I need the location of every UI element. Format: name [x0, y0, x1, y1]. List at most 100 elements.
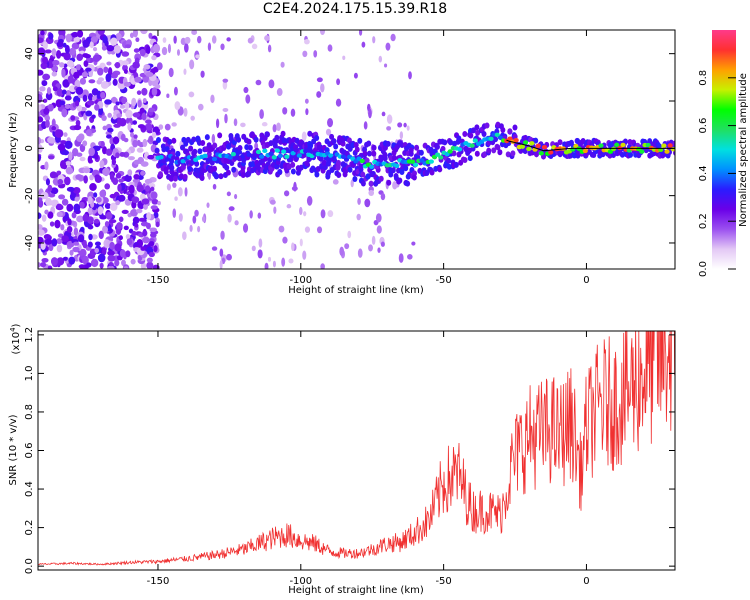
- spectrogram-cell: [38, 69, 44, 76]
- spectrogram-cell: [282, 236, 288, 244]
- spectrogram-cell: [467, 155, 473, 162]
- spectrogram-cell: [140, 30, 148, 35]
- spectrogram-cell: [137, 124, 146, 129]
- spectrogram-cell: [366, 150, 372, 157]
- spectrogram-cell: [408, 147, 414, 154]
- spectrogram-cell: [132, 120, 138, 125]
- spectrogram-cell: [51, 71, 58, 77]
- spectrogram-cell: [89, 174, 94, 181]
- spectrogram-cell: [115, 33, 122, 41]
- spectrogram-cell: [252, 152, 258, 158]
- spectrogram-cell: [465, 150, 471, 157]
- spectrogram-cell: [200, 70, 205, 78]
- spectrogram-cell: [272, 124, 277, 133]
- spectrogram-x-axis-label: Height of straight line (km): [288, 285, 424, 296]
- spectrogram-cell: [121, 259, 126, 267]
- spectrogram-cell: [361, 41, 366, 48]
- spectrogram-cell: [342, 171, 348, 178]
- spectrogram-cell: [108, 261, 114, 267]
- spectrogram-cell: [111, 96, 118, 104]
- spectrogram-cell: [174, 196, 178, 201]
- spectrogram-cell: [99, 159, 105, 169]
- spectrogram-cell: [236, 136, 242, 143]
- spectrogram-cell: [56, 244, 63, 253]
- spectrogram-cell: [88, 147, 95, 157]
- spectrogram-cell: [672, 140, 675, 147]
- spectrogram-cell: [437, 166, 443, 173]
- spectrogram-cell: [251, 245, 256, 252]
- spectrogram-cell: [230, 152, 236, 157]
- spectrogram-cell: [442, 139, 448, 146]
- spectrogram-cell: [61, 68, 66, 78]
- snr-x-tick-label: -100: [289, 576, 312, 587]
- spectrogram-cell: [59, 159, 67, 169]
- spectrogram-cell: [142, 97, 147, 104]
- spectrogram-cell: [378, 155, 384, 162]
- snr-x-ticks: -150 -100 -50 0: [147, 331, 590, 587]
- spectrogram-cell: [184, 43, 189, 53]
- spectrogram-cell: [112, 177, 119, 185]
- spectrogram-cell: [131, 97, 137, 107]
- spectrogram-cell: [274, 148, 280, 153]
- spectrogram-cell: [220, 230, 225, 240]
- spectrogram-cell: [429, 169, 435, 176]
- spectrogram-cell: [365, 173, 371, 180]
- spectrogram-cell: [380, 241, 385, 247]
- spectrogram-cell: [357, 197, 361, 205]
- spectrogram-cell: [320, 263, 325, 269]
- spectrogram-cell: [180, 144, 186, 151]
- spectrogram-cell: [136, 147, 144, 153]
- spectrogram-cell: [316, 91, 322, 98]
- spectrogram-cell: [267, 256, 272, 262]
- spectrogram-cell: [137, 99, 142, 108]
- spectrogram-cell: [40, 241, 46, 250]
- spectrogram-x-tick-label: -150: [147, 275, 170, 286]
- spectrogram-cell: [507, 136, 513, 141]
- spectrogram-cell: [333, 143, 339, 150]
- spectrogram-cell: [272, 142, 278, 149]
- spectrogram-cell: [83, 60, 89, 68]
- spectrogram-cell: [93, 192, 98, 198]
- spectrogram-cell: [316, 77, 323, 83]
- spectrogram-cell: [384, 63, 388, 68]
- spectrogram-cell: [75, 119, 81, 127]
- spectrogram-cell: [211, 156, 218, 162]
- spectrogram-cell: [104, 99, 112, 105]
- spectrogram-cell: [127, 122, 132, 131]
- spectrogram-cell: [183, 68, 187, 75]
- spectrogram-cell: [381, 111, 386, 117]
- spectrogram-cell: [268, 166, 274, 173]
- spectrogram-cell: [377, 247, 381, 253]
- spectrogram-cell: [105, 148, 113, 156]
- spectrogram-y-tick-label: 20: [24, 95, 35, 108]
- spectrogram-cell: [97, 67, 104, 76]
- spectrogram-cell: [133, 173, 140, 180]
- spectrogram-cell: [368, 180, 374, 187]
- spectrogram-cell: [64, 95, 72, 101]
- spectrogram-cell: [495, 144, 501, 151]
- spectrogram-cell: [131, 196, 140, 204]
- spectrogram-cell: [115, 152, 120, 159]
- spectrogram-cell: [82, 39, 90, 48]
- spectrogram-cell: [409, 159, 416, 164]
- spectrogram-cell: [71, 212, 77, 219]
- spectrogram-cell: [180, 164, 186, 171]
- spectrogram-cell: [364, 157, 370, 164]
- spectrogram-cell: [47, 211, 54, 219]
- spectrogram-cell: [40, 191, 49, 200]
- spectrogram-cell: [75, 64, 81, 71]
- spectrogram-cell: [198, 103, 204, 111]
- spectrogram-cell: [38, 37, 44, 44]
- spectrogram-cell: [140, 246, 146, 251]
- spectrogram-cell: [172, 182, 177, 188]
- spectrogram-cell: [286, 204, 292, 209]
- spectrogram-cell: [92, 145, 101, 152]
- spectrogram-cell: [82, 242, 88, 249]
- spectrogram-x-tick-label: -50: [435, 275, 451, 286]
- spectrogram-cell: [115, 200, 121, 206]
- spectrogram-cell: [69, 249, 74, 256]
- spectrogram-cell: [331, 156, 337, 161]
- spectrogram-cell: [141, 198, 150, 205]
- spectrogram-cell: [207, 42, 212, 51]
- spectrogram-cell: [320, 209, 326, 219]
